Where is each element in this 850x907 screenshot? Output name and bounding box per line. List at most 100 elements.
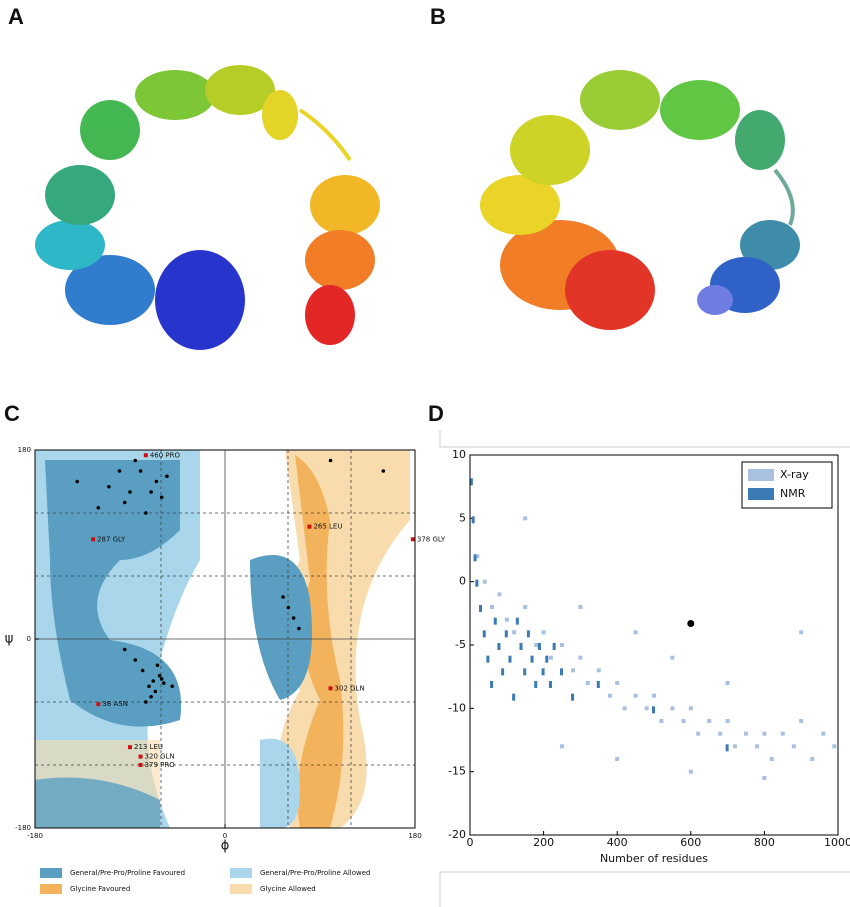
point xyxy=(96,505,101,510)
point xyxy=(519,643,523,650)
point xyxy=(328,458,333,463)
x-tick-label: 0 xyxy=(223,832,227,840)
point xyxy=(473,554,477,562)
y-tick-label: -20 xyxy=(448,828,466,841)
y-tick-label: -180 xyxy=(15,824,31,832)
point xyxy=(622,706,627,711)
legend-swatch xyxy=(230,868,252,878)
annotation: 302 GLN xyxy=(335,684,365,692)
point xyxy=(117,469,122,473)
y-axis-label: ψ xyxy=(5,632,14,647)
point xyxy=(501,668,505,676)
point xyxy=(497,592,502,597)
point xyxy=(381,469,386,473)
annotation: 378 GLY xyxy=(417,535,446,543)
x-axis-label: Number of residues xyxy=(600,852,708,865)
annotated-residue xyxy=(143,453,148,458)
point xyxy=(165,474,169,479)
y-tick-label: 10 xyxy=(452,448,466,461)
point xyxy=(548,655,553,660)
point xyxy=(530,655,534,663)
point xyxy=(147,684,151,689)
point xyxy=(644,706,649,711)
point xyxy=(534,643,539,647)
panel-label: D xyxy=(428,401,444,426)
point xyxy=(159,495,164,500)
plot-frame xyxy=(34,449,416,829)
point xyxy=(170,684,175,689)
point xyxy=(596,668,601,673)
point xyxy=(159,677,164,681)
legend-label: General/Pre-Pro/Proline Favoured xyxy=(70,869,185,877)
annotated-residue xyxy=(138,754,143,759)
point xyxy=(515,617,519,625)
y-tick-label: 0 xyxy=(459,575,466,588)
point xyxy=(799,719,804,723)
point xyxy=(560,643,564,647)
point xyxy=(681,719,686,723)
point xyxy=(482,579,487,584)
y-tick-label: 180 xyxy=(18,446,31,454)
point xyxy=(762,776,767,780)
panel-label: B xyxy=(430,4,446,29)
point xyxy=(526,630,530,638)
x-tick-label: 800 xyxy=(754,836,775,849)
point xyxy=(633,630,638,635)
annotation: 320 GLN xyxy=(145,753,175,761)
point xyxy=(133,658,138,662)
point xyxy=(755,744,760,749)
legend-swatch xyxy=(748,469,774,481)
point xyxy=(138,469,143,473)
point xyxy=(732,744,737,749)
x-tick-label: 1000 xyxy=(824,836,850,849)
point xyxy=(286,605,291,610)
x-tick-label: -180 xyxy=(27,832,43,840)
point xyxy=(508,655,512,663)
point xyxy=(475,554,480,559)
point xyxy=(780,731,785,736)
point xyxy=(479,605,483,612)
point xyxy=(670,706,675,711)
point xyxy=(744,731,748,736)
point xyxy=(157,673,162,678)
point xyxy=(652,693,656,698)
point xyxy=(154,479,159,484)
point xyxy=(297,626,301,631)
point xyxy=(128,490,132,494)
point xyxy=(799,630,804,635)
point xyxy=(144,700,148,704)
x-tick-label: 200 xyxy=(533,836,554,849)
point xyxy=(490,681,494,688)
point xyxy=(615,757,620,761)
annotation: 213 LEU xyxy=(134,743,163,751)
point xyxy=(615,681,620,685)
legend-swatch xyxy=(40,884,62,894)
point xyxy=(523,516,528,521)
point xyxy=(107,484,111,489)
annotation: 379 PRO xyxy=(145,761,176,769)
annotated-residue xyxy=(96,702,101,707)
point xyxy=(281,595,285,599)
point xyxy=(810,757,815,761)
point xyxy=(133,458,138,463)
x-tick-label: 0 xyxy=(467,836,474,849)
legend-label: Glycine Favoured xyxy=(70,885,130,893)
point xyxy=(571,668,576,673)
legend-label: Glycine Allowed xyxy=(260,885,316,893)
y-tick-label: 5 xyxy=(459,511,466,524)
point xyxy=(571,693,575,701)
point xyxy=(688,769,693,774)
annotation: 287 GLY xyxy=(97,535,126,543)
legend-swatch xyxy=(40,868,62,878)
point xyxy=(140,668,145,673)
point xyxy=(725,681,730,685)
annotation: 460 PRO xyxy=(150,451,181,459)
point xyxy=(633,693,638,698)
annotation: 38 ASN xyxy=(102,700,128,708)
point xyxy=(670,655,675,660)
y-tick-label: -10 xyxy=(448,701,466,714)
point xyxy=(122,647,127,652)
point xyxy=(548,681,552,688)
legend-swatch xyxy=(230,884,252,894)
point xyxy=(659,719,664,723)
